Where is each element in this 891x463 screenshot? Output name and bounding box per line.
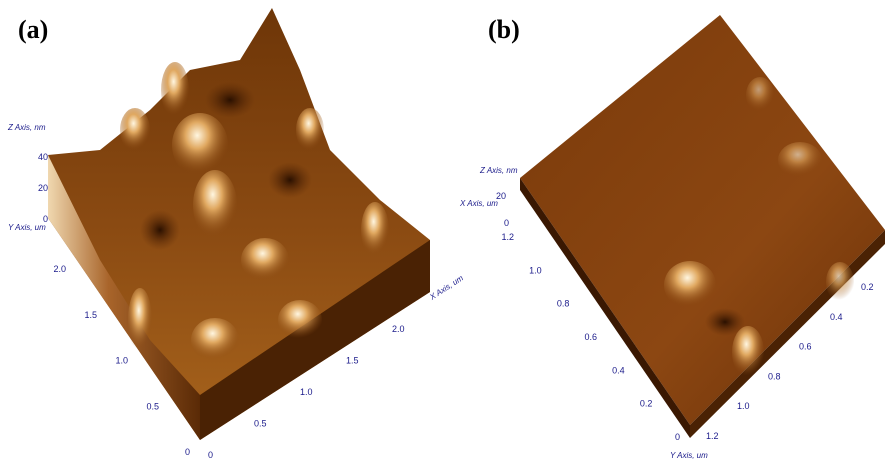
panel-label: (a) <box>18 15 48 44</box>
x-axis-label: X Axis, um <box>427 273 465 302</box>
figure: (a) (b) 40 20 0 Z Axis, nm 2.0 1.5 1.0 0.5 0 Y Ax… <box>0 0 891 463</box>
y-tick-label: 0.2 <box>640 399 653 409</box>
x-tick-label: 0.2 <box>861 282 874 292</box>
y-tick-label: 0.5 <box>146 401 159 411</box>
panel-label: (b) <box>488 15 520 44</box>
y-tick-label: 1.0 <box>115 356 128 366</box>
x-tick-label: 0.4 <box>830 312 843 322</box>
x-tick-label: 1.0 <box>737 401 750 411</box>
y-tick-label: 0 <box>675 432 680 442</box>
y-tick-label: 1.0 <box>529 265 542 275</box>
afm-surface-a <box>48 8 430 440</box>
y-tick-label: 0 <box>185 447 190 457</box>
z-tick-label: 0 <box>504 218 509 228</box>
y-tick-label: 1.5 <box>84 310 97 320</box>
x-tick-label: 0.8 <box>768 371 781 381</box>
y-axis-label: Y Axis, um <box>670 451 708 460</box>
z-axis-label: Z Axis, nm <box>7 123 46 132</box>
z-tick-label: 40 <box>38 152 48 162</box>
y-tick-label: 0.4 <box>612 365 625 375</box>
x-tick-label: 1.5 <box>346 356 359 366</box>
y-axis-label: Y Axis, um <box>8 223 46 232</box>
y-tick-label: 1.2 <box>501 232 514 242</box>
x-tick-label: 1.0 <box>300 387 313 397</box>
x-tick-label: 1.2 <box>706 431 719 441</box>
afm-surface-b <box>520 15 885 438</box>
x-tick-label: 0.5 <box>254 419 267 429</box>
x-axis-label: X Axis, um <box>459 199 498 208</box>
x-tick-label: 0 <box>208 450 213 460</box>
z-tick-label: 20 <box>38 183 48 193</box>
z-axis-label: Z Axis, nm <box>479 166 518 175</box>
y-tick-label: 0.8 <box>557 299 570 309</box>
x-tick-label: 0.6 <box>799 342 812 352</box>
y-tick-label: 2.0 <box>53 264 66 274</box>
y-tick-label: 0.6 <box>584 332 597 342</box>
x-tick-label: 2.0 <box>392 324 405 334</box>
